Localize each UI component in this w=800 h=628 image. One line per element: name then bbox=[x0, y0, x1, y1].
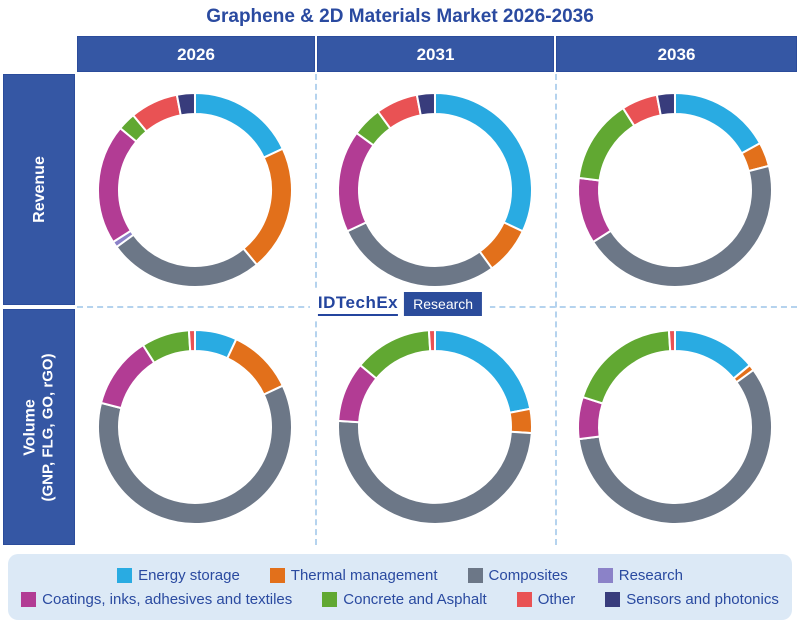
donut-segment bbox=[175, 91, 196, 117]
page-title: Graphene & 2D Materials Market 2026-2036 bbox=[206, 6, 594, 27]
row-header-revenue: Revenue bbox=[3, 74, 75, 305]
donut-segment bbox=[345, 221, 494, 288]
legend-swatch-icon bbox=[597, 567, 613, 583]
donut-segment bbox=[508, 407, 534, 435]
donut-segment bbox=[337, 131, 375, 233]
donut-segment bbox=[97, 384, 293, 525]
legend-item: Concrete and Asphalt bbox=[322, 590, 487, 608]
legend-item: Other bbox=[516, 590, 576, 608]
donut-segment bbox=[667, 328, 676, 353]
donut-segment bbox=[427, 328, 436, 353]
donut-chart-volume-2031 bbox=[337, 328, 534, 525]
legend-label: Other bbox=[537, 590, 576, 608]
donut-segment bbox=[141, 329, 192, 365]
legend-item: Sensors and photonics bbox=[605, 591, 779, 608]
legend-label: Thermal management bbox=[290, 566, 438, 584]
donut-chart-volume-2026 bbox=[97, 328, 293, 525]
legend-item: Research bbox=[597, 566, 683, 584]
legend-label: Concrete and Asphalt bbox=[343, 590, 487, 608]
donut-segment bbox=[577, 368, 773, 525]
column-header-2036: 2036 bbox=[556, 36, 797, 72]
donut-segment bbox=[115, 233, 259, 288]
legend-item: Coatings, inks, adhesives and textiles bbox=[21, 591, 292, 608]
column-header-2026: 2026 bbox=[77, 36, 315, 72]
donut-segment bbox=[415, 91, 436, 117]
donut-segment bbox=[187, 328, 196, 353]
donut-chart-revenue-2031 bbox=[337, 91, 533, 288]
donut-segment bbox=[655, 91, 676, 117]
column-header-2031: 2031 bbox=[317, 36, 554, 72]
idtechex-logo-research-badge: Research bbox=[404, 292, 483, 316]
row-header-revenue-label: Revenue bbox=[30, 156, 48, 223]
row-header-volume-sublabel: (GNP, FLG, GO, rGO) bbox=[39, 352, 57, 502]
donut-chart-volume-2036 bbox=[577, 328, 773, 525]
legend-item: Composites bbox=[467, 566, 568, 584]
donut-segment bbox=[337, 419, 533, 525]
legend-label: Energy storage bbox=[138, 566, 240, 584]
donut-segment bbox=[194, 91, 285, 159]
donut-segment bbox=[581, 329, 672, 405]
donut-segment bbox=[358, 329, 432, 380]
legend-row-1: Energy storage Thermal management Composit… bbox=[8, 567, 792, 584]
legend-item: Thermal management bbox=[269, 566, 438, 584]
legend-swatch-icon bbox=[467, 567, 483, 583]
donut-chart-revenue-2026 bbox=[97, 91, 293, 288]
legend-label: Sensors and photonics bbox=[626, 590, 779, 608]
legend-swatch-icon bbox=[117, 567, 133, 583]
legend-swatch-icon bbox=[269, 567, 285, 583]
donut-segment bbox=[434, 328, 532, 414]
donut-segment bbox=[674, 91, 762, 155]
donut-segment bbox=[577, 106, 636, 182]
legend-swatch-icon bbox=[516, 591, 532, 607]
legend-label: Coatings, inks, adhesives and textiles bbox=[42, 590, 293, 608]
donut-segment bbox=[97, 126, 138, 244]
donut-segment bbox=[591, 164, 773, 288]
legend-row-2: Coatings, inks, adhesives and textiles Co… bbox=[8, 591, 792, 608]
column-divider-2 bbox=[555, 74, 557, 545]
legend-label: Research bbox=[618, 566, 683, 584]
row-header-volume-label: Volume bbox=[21, 398, 39, 456]
legend-swatch-icon bbox=[322, 591, 338, 607]
donut-segment bbox=[674, 328, 752, 380]
donut-segment bbox=[434, 91, 533, 233]
donut-segment bbox=[242, 147, 293, 267]
row-header-volume: Volume (GNP, FLG, GO, rGO) bbox=[3, 309, 75, 545]
donut-segment bbox=[577, 176, 613, 244]
legend-swatch-icon bbox=[605, 591, 621, 607]
legend-label: Composites bbox=[488, 566, 568, 584]
donut-segment bbox=[99, 343, 156, 410]
idtechex-logo-brand: IDTechEx bbox=[317, 293, 399, 316]
idtechex-logo: IDTechEx Research bbox=[309, 290, 491, 318]
legend-swatch-icon bbox=[21, 591, 37, 607]
donut-chart-revenue-2036 bbox=[577, 91, 773, 288]
donut-segment bbox=[226, 337, 285, 396]
legend-item: Energy storage bbox=[117, 567, 240, 584]
legend: Energy storage Thermal management Composit… bbox=[8, 554, 792, 620]
